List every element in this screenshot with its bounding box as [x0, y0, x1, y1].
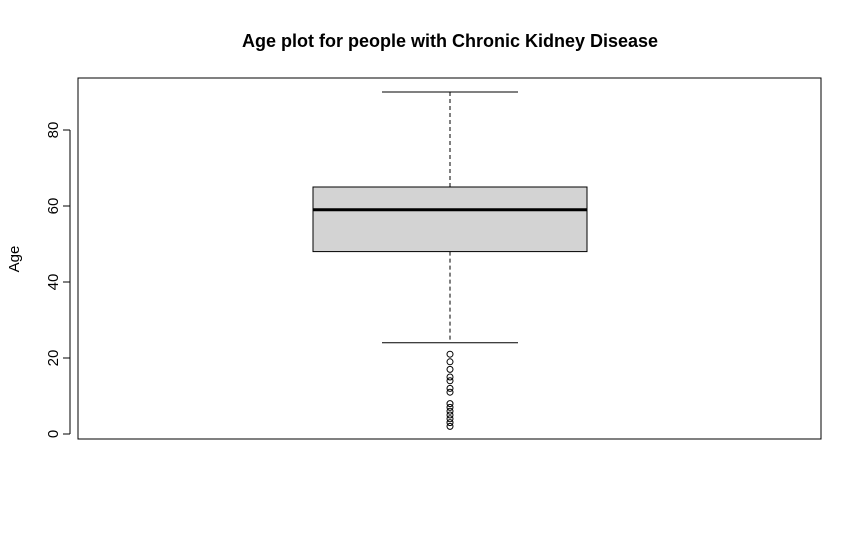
outlier-point-0: [446, 350, 454, 358]
outlier-point-7: [446, 400, 454, 408]
y-tick-label-60: 60: [45, 198, 62, 215]
y-tick-label-80: 80: [45, 122, 62, 139]
y-tick-label-40: 40: [45, 274, 62, 291]
plot-frame: [77, 77, 822, 440]
outlier-point-13: [446, 422, 454, 430]
iqr-box: [312, 186, 588, 253]
y-tick-label-20: 20: [45, 350, 62, 367]
outlier-point-12: [446, 419, 454, 427]
outlier-point-1: [446, 358, 454, 366]
chart-title: Age plot for people with Chronic Kidney …: [242, 31, 658, 51]
outlier-point-4: [446, 377, 454, 385]
outlier-point-3: [446, 373, 454, 381]
outlier-point-11: [446, 415, 454, 423]
outlier-group: [446, 350, 454, 430]
y-axis: 0 20 40 60 80: [45, 122, 71, 438]
outlier-point-2: [446, 365, 454, 373]
outlier-point-10: [446, 411, 454, 419]
y-axis-label: Age: [6, 246, 23, 273]
outlier-point-9: [446, 407, 454, 415]
y-tick-label-0: 0: [45, 430, 62, 438]
outlier-point-5: [446, 384, 454, 392]
outlier-point-6: [446, 388, 454, 396]
box-group: [312, 91, 588, 344]
outlier-point-8: [446, 403, 454, 411]
